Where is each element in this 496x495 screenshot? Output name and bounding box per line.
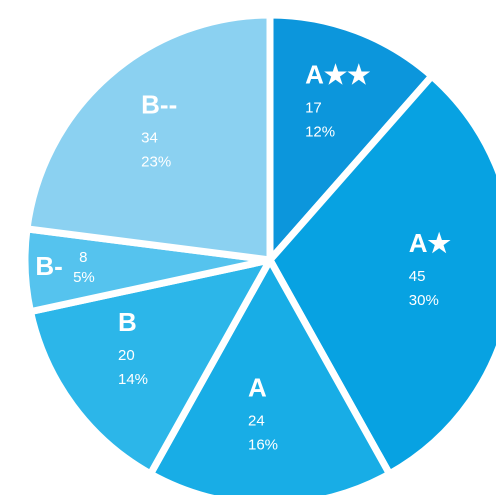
slice-label: B- bbox=[35, 251, 62, 281]
pie-slice bbox=[26, 256, 274, 478]
slice-percent: 5% bbox=[73, 269, 95, 286]
slice-value: 24 bbox=[248, 413, 265, 430]
slice-percent: 30% bbox=[409, 292, 439, 309]
pie-slice bbox=[23, 11, 274, 264]
pie-slice bbox=[266, 72, 496, 478]
slice-percent: 16% bbox=[248, 437, 278, 454]
slice-label: B bbox=[118, 307, 137, 337]
slice-value: 20 bbox=[118, 347, 135, 364]
slice-value: 45 bbox=[409, 268, 426, 285]
pie-slice bbox=[266, 11, 436, 264]
slice-value: 17 bbox=[305, 100, 322, 117]
slice-label: A bbox=[248, 373, 267, 403]
slice-percent: 23% bbox=[141, 154, 171, 171]
slice-percent: 14% bbox=[118, 371, 148, 388]
pie-slice bbox=[147, 256, 393, 495]
slice-value: 34 bbox=[141, 130, 158, 147]
slice-label: A★ bbox=[409, 228, 452, 258]
slice-label: B-- bbox=[141, 89, 177, 119]
slice-percent: 12% bbox=[305, 124, 335, 141]
slice-value: 8 bbox=[79, 249, 87, 266]
slice-label: A★★ bbox=[305, 60, 371, 90]
